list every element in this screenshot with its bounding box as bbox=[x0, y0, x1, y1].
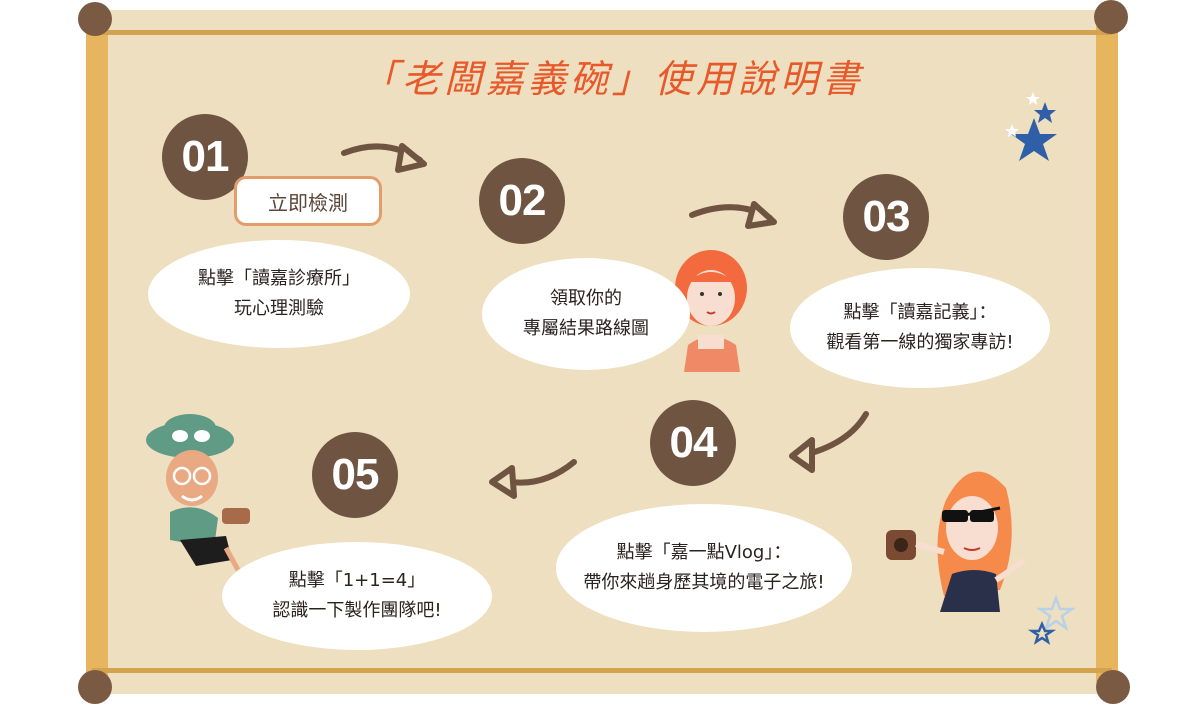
star-icon bbox=[1005, 92, 1057, 161]
step-02-text-line1: 領取你的 bbox=[550, 288, 622, 309]
step-number-03: 03 bbox=[843, 174, 929, 260]
arrow-icon bbox=[789, 411, 869, 473]
step-03-text-line1: 點擊「讀嘉記義」： bbox=[843, 302, 997, 323]
step-02-bubble: 領取你的 專屬結果路線圖 bbox=[482, 258, 690, 370]
step-01-bubble: 點擊「讀嘉診療所」 玩心理測驗 bbox=[148, 240, 410, 348]
step-number-02: 02 bbox=[479, 158, 565, 244]
nail-bottom-left bbox=[78, 670, 112, 704]
page-title: 「老闆嘉義碗」使用說明書 bbox=[360, 57, 865, 101]
step-04-bubble: 點擊「嘉一點Vlog」： 帶你來趟身歷其境的電子之旅! bbox=[556, 504, 852, 632]
step-01-text-line2: 玩心理測驗 bbox=[234, 298, 324, 319]
step-number-01: 01 bbox=[162, 114, 248, 200]
step-05-bubble: 點擊「1+1=4」 認識一下製作團隊吧! bbox=[222, 542, 492, 650]
step-05-text-line2: 認識一下製作團隊吧! bbox=[272, 600, 442, 621]
man-illustration bbox=[146, 414, 250, 572]
arrow-icon bbox=[489, 459, 577, 499]
step-02-text-line2: 專屬結果路線圖 bbox=[523, 318, 649, 339]
arrow-icon bbox=[689, 201, 777, 229]
step-03-text-line2: 觀看第一線的獨家專訪! bbox=[826, 332, 1014, 353]
nail-bottom-right bbox=[1096, 670, 1130, 704]
frame-right bbox=[1096, 26, 1118, 682]
step-number-04: 04 bbox=[650, 400, 736, 486]
step-number-05: 05 bbox=[312, 432, 398, 518]
start-test-button[interactable]: 立即檢測 bbox=[234, 176, 382, 226]
step-01-text-line1: 點擊「讀嘉診療所」 bbox=[198, 268, 360, 289]
step-03-bubble: 點擊「讀嘉記義」： 觀看第一線的獨家專訪! bbox=[790, 268, 1050, 388]
step-04-text-line2: 帶你來趟身歷其境的電子之旅! bbox=[583, 572, 825, 593]
nail-top-left bbox=[78, 2, 112, 36]
star-icon bbox=[1027, 594, 1076, 645]
arrow-icon bbox=[341, 143, 427, 173]
frame-left bbox=[86, 26, 108, 682]
woman-illustration bbox=[886, 471, 1026, 612]
step-05-text-line1: 點擊「1+1=4」 bbox=[288, 570, 426, 591]
step-04-text-line1: 點擊「嘉一點Vlog」： bbox=[616, 542, 792, 563]
frame-bottom bbox=[92, 668, 1112, 673]
frame-top bbox=[92, 30, 1112, 35]
girl-illustration bbox=[675, 250, 747, 372]
nail-top-right bbox=[1094, 0, 1128, 34]
